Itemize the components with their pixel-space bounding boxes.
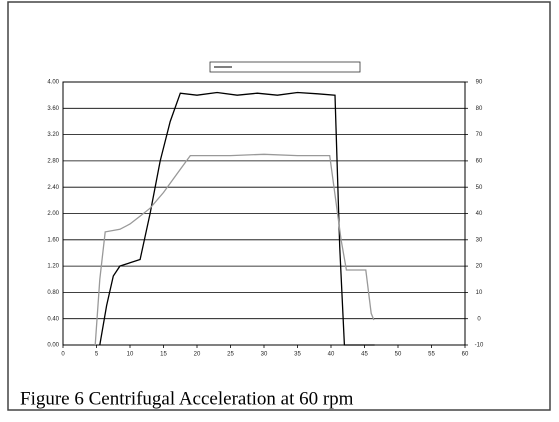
legend-box <box>209 61 361 73</box>
y-tick-label: 0.00 <box>47 343 59 349</box>
y2-tick-label: 80 <box>476 106 483 112</box>
series-line <box>99 91 375 346</box>
y-tick-label: 1.20 <box>47 264 59 270</box>
x-tick-label: 15 <box>160 352 167 358</box>
x-tick-label: 45 <box>361 352 368 358</box>
y2-tick-label: 90 <box>476 80 483 86</box>
x-tick-label: 0 <box>61 352 65 358</box>
y-tick-label: 0.80 <box>47 290 59 296</box>
x-tick-label: 60 <box>462 352 469 358</box>
x-tick-label: 5 <box>95 352 99 358</box>
y2-tick-label: 0 <box>477 316 481 322</box>
x-tick-label: 20 <box>194 352 201 358</box>
x-tick-label: 35 <box>294 352 301 358</box>
y2-tick-label: 40 <box>476 211 483 217</box>
x-tick-label: 10 <box>127 352 134 358</box>
series-line <box>94 153 375 346</box>
x-tick-label: 50 <box>395 352 402 358</box>
y-tick-label: 4.00 <box>47 80 59 86</box>
x-tick-label: 55 <box>428 352 435 358</box>
y-tick-label: 2.00 <box>47 211 59 217</box>
y-tick-label: 2.80 <box>47 158 59 164</box>
y2-tick-label: 60 <box>476 158 483 164</box>
y2-tick-label: 20 <box>476 264 483 270</box>
caption: Figure 6 Centrifugal Acceleration at 60 … <box>20 388 354 409</box>
y2-tick-label: 30 <box>476 237 483 243</box>
x-tick-label: 40 <box>328 352 335 358</box>
x-tick-label: 30 <box>261 352 268 358</box>
y-tick-label: 3.60 <box>47 106 59 112</box>
y-tick-label: 1.60 <box>47 237 59 243</box>
y2-tick-label: 50 <box>476 185 483 191</box>
x-tick-label: 25 <box>227 352 234 358</box>
y-tick-label: 3.20 <box>47 132 59 138</box>
y-tick-label: 2.40 <box>47 185 59 191</box>
y2-tick-label: 70 <box>476 132 483 138</box>
y-tick-label: 0.40 <box>47 316 59 322</box>
y2-tick-label: -10 <box>475 343 484 349</box>
y2-tick-label: 10 <box>476 290 483 296</box>
